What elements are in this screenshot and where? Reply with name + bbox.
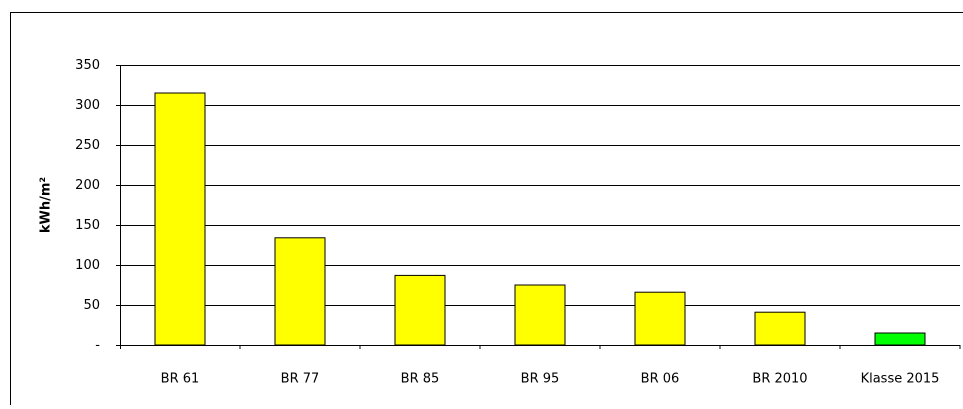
y-tick-label: 150 [75,218,100,233]
y-tick-label: 200 [75,178,100,193]
x-tick-label: BR 2010 [752,372,807,387]
x-tick-label: BR 77 [281,372,320,387]
x-tick-label: BR 61 [161,372,200,387]
x-tick-label: BR 95 [521,372,560,387]
x-tick-label: Klasse 2015 [861,372,940,387]
y-tick-label: 300 [75,98,100,113]
bar [875,333,925,345]
bar [515,285,565,345]
chart-frame [11,13,963,406]
y-axis-label: kWh/m² [39,177,54,233]
bar [395,275,445,345]
y-tick-label: - [95,338,100,353]
bar [275,238,325,345]
x-tick-label: BR 85 [401,372,440,387]
bar [755,312,805,345]
bar [635,292,685,345]
bar [155,93,205,345]
y-tick-label: 50 [83,298,100,313]
y-tick-label: 100 [75,258,100,273]
y-tick-label: 250 [75,138,100,153]
x-tick-label: BR 06 [641,372,680,387]
y-tick-label: 350 [75,58,100,73]
